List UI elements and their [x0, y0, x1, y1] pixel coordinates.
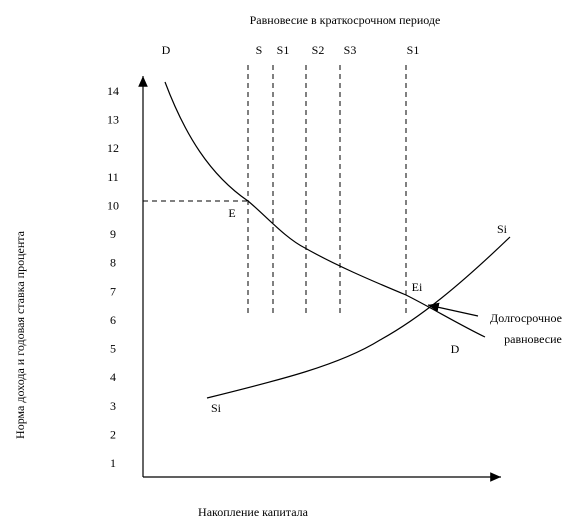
- y-tick-label: 12: [107, 141, 119, 155]
- point-label: Ei: [412, 280, 423, 294]
- point-label: E: [228, 206, 235, 220]
- supply-label: S1: [277, 43, 290, 57]
- y-tick-label: 4: [110, 370, 116, 384]
- x-axis-title: Накопление капитала: [198, 505, 309, 519]
- curve-label: Si: [211, 401, 222, 415]
- y-tick-label: 9: [110, 227, 116, 241]
- y-tick-label: 5: [110, 342, 116, 356]
- title: Равновесие в краткосрочном периоде: [250, 13, 441, 27]
- annotation-arrow: [427, 302, 479, 317]
- y-tick-label: 3: [110, 399, 116, 413]
- y-tick-label: 13: [107, 113, 119, 127]
- supply-label: S1: [407, 43, 420, 57]
- supply-label: S3: [344, 43, 357, 57]
- supply-curve: [206, 236, 511, 399]
- y-tick-label: 8: [110, 256, 116, 270]
- curve-label: D: [162, 43, 171, 57]
- curve-label: Si: [497, 222, 508, 236]
- y-tick-label: 2: [110, 427, 116, 441]
- annotation: Долгосрочное: [490, 311, 562, 325]
- y-tick-label: 10: [107, 198, 119, 212]
- demand-curve: [164, 81, 486, 338]
- y-axis-title: Норма дохода и годовая ставка процента: [13, 230, 27, 439]
- y-tick-label: 6: [110, 313, 116, 327]
- y-tick-label: 1: [110, 456, 116, 470]
- y-tick-label: 14: [107, 84, 119, 98]
- annotation: равновесие: [504, 332, 562, 346]
- curve-label: D: [451, 342, 460, 356]
- supply-label: S: [256, 43, 263, 57]
- y-tick-label: 11: [107, 170, 119, 184]
- supply-label: S2: [312, 43, 325, 57]
- y-tick-label: 7: [110, 284, 116, 298]
